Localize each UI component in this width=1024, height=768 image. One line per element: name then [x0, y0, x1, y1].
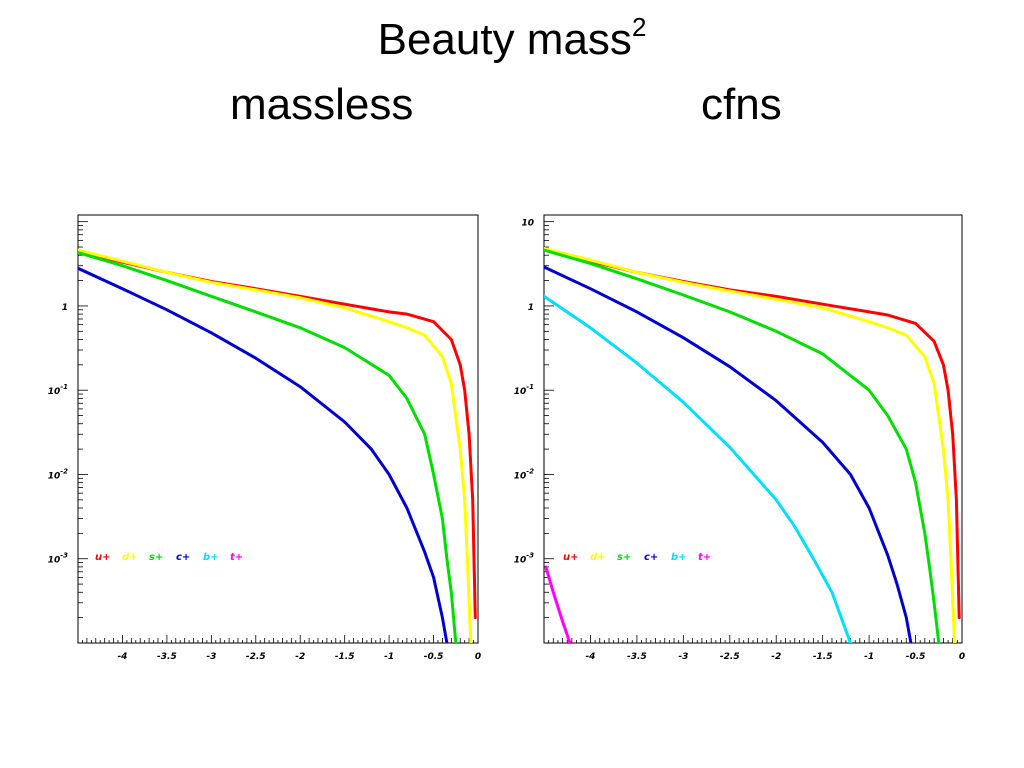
cfns-y-tick-label: 10: [521, 219, 534, 229]
massless-legend: u+ d+ s+ c+ b+ t+: [95, 552, 243, 563]
massless-x-tick-label: 0: [475, 652, 481, 662]
massless-series-splus: [78, 251, 458, 643]
massless-y-tick-label: 10-1: [48, 383, 68, 397]
massless-x-tick-label: -3.5: [157, 652, 177, 662]
cfns-x-tick-label: -2: [771, 652, 781, 662]
cfns-series-bplus: [544, 294, 852, 643]
cfns-legend-bplus: b+: [671, 552, 687, 563]
cfns-series-tplus: [544, 565, 572, 643]
cfns-legend-splus: s+: [617, 552, 631, 563]
cfns-legend: u+ d+ s+ c+ b+ t+: [563, 552, 711, 563]
massless-x-tick-label: -0.5: [424, 652, 444, 662]
massless-x-tick-label: -2.5: [246, 652, 266, 662]
cfns-legend-cplus: c+: [644, 552, 658, 563]
cfns-x-tick-label: -3.5: [627, 652, 647, 662]
massless-x-minor-ticks: [77, 635, 479, 643]
cfns-chart: -4 -3.5 -3 -2.5 -2 -1.5 -1 -0.5 0 10 1 10-1 10-2 10-3…: [514, 214, 965, 662]
cfns-x-minor-ticks: [543, 635, 963, 643]
massless-chart: -4 -3.5 -3 -2.5 -2 -1.5 -1 -0.5 0 1 10-1 10-2 10-3 u+…: [48, 214, 481, 662]
massless-legend-dplus: d+: [122, 552, 138, 563]
massless-x-tick-label: -1.5: [335, 652, 355, 662]
massless-y-minor-ticks: [78, 221, 88, 644]
cfns-series-group: [544, 247, 961, 643]
massless-legend-cplus: c+: [176, 552, 190, 563]
massless-series-uplus: [78, 249, 477, 620]
massless-series-group: [78, 248, 477, 643]
slide-title-text: Beauty mass: [377, 15, 632, 64]
massless-y-tick-label: 10-3: [48, 552, 68, 566]
massless-x-tick-label: -1: [384, 652, 394, 662]
subtitle-left: massless: [230, 80, 414, 129]
slide-title-superscript: 2: [631, 12, 647, 42]
cfns-series-cplus: [544, 265, 913, 643]
cfns-x-tick-label: -3: [678, 652, 688, 662]
cfns-legend-uplus: u+: [563, 552, 579, 563]
cfns-legend-tplus: t+: [698, 552, 711, 563]
slide-title: Beauty mass2: [0, 12, 1024, 65]
cfns-x-tick-label: -1: [864, 652, 874, 662]
massless-y-tick-label: 10-2: [48, 467, 68, 481]
massless-legend-bplus: b+: [203, 552, 219, 563]
cfns-x-tick-label: 0: [959, 652, 965, 662]
cfns-series-dplus: [544, 247, 957, 643]
massless-x-tick-label: -4: [117, 652, 127, 662]
cfns-x-tick-label: -2.5: [720, 652, 740, 662]
massless-plot-frame: [77, 214, 479, 644]
cfns-x-tick-label: -0.5: [906, 652, 926, 662]
cfns-series-splus: [544, 248, 941, 643]
massless-x-tick-label: -3: [206, 652, 216, 662]
cfns-y-tick-label: 10-2: [514, 467, 534, 481]
massless-series-dplus: [78, 248, 473, 643]
massless-legend-tplus: t+: [230, 552, 243, 563]
massless-series-cplus: [78, 266, 449, 643]
subtitle-right: cfns: [701, 80, 782, 129]
massless-legend-uplus: u+: [95, 552, 111, 563]
massless-y-tick-label: 1: [62, 303, 68, 313]
cfns-x-tick-label: -1.5: [813, 652, 833, 662]
cfns-y-tick-label: 10-3: [514, 552, 534, 566]
cfns-y-tick-label: 1: [528, 303, 534, 313]
cfns-legend-dplus: d+: [590, 552, 606, 563]
cfns-x-tick-label: -4: [585, 652, 595, 662]
massless-x-tick-label: -2: [295, 652, 305, 662]
massless-legend-splus: s+: [149, 552, 163, 563]
cfns-plot-frame: [543, 214, 963, 644]
cfns-y-tick-label: 10-1: [514, 383, 534, 397]
